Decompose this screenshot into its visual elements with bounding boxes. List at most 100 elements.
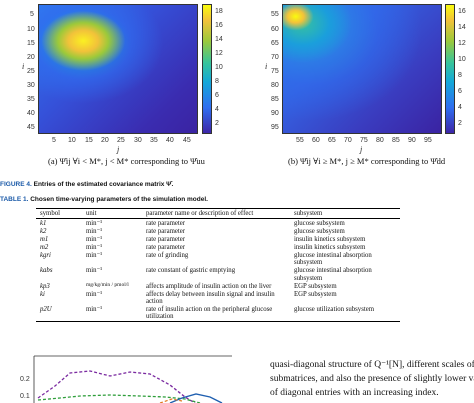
heatmap-right-colorbar [445,4,455,134]
cell-symbol: ki [40,290,45,298]
cell-description: rate parameter [146,244,186,251]
colorbar-tick: 6 [215,92,219,99]
y-tick: 40 [27,110,35,117]
x-tick: 95 [424,137,432,144]
table-row: m1 min⁻¹ rate parameter insulin kinetics… [36,235,400,243]
table-header-row: symbol unit parameter name or descriptio… [36,207,400,220]
cell-description: rate parameter [146,235,186,243]
colorbar-tick: 4 [215,106,219,113]
heatmap-left-y-label: i [22,62,25,71]
x-tick: 10 [68,137,76,144]
x-tick: 45 [183,137,191,144]
heatmap-left: i 5 10 15 20 25 30 35 40 45 5 10 15 20 2… [0,0,237,154]
cell-description: rate parameter [146,219,186,227]
cell-symbol: p2U [36,305,82,322]
y-tick: 35 [27,96,35,103]
cell-symbol: k1 [40,219,47,227]
heatmap-right-x-label: j [360,145,363,154]
y-tick: 5 [30,11,34,18]
table-caption: TABLE 1. Chosen time-varying parameters … [0,196,208,203]
heatmap-right: i 55 60 65 70 75 80 85 90 95 55 60 65 70… [237,0,474,154]
y-tick: 65 [271,40,279,47]
colorbar-tick: 10 [458,56,466,63]
body-text-line: of diagonal entries with an increasing i… [270,388,439,398]
cell-symbol: k2 [40,227,47,235]
table-label: TABLE 1. [0,196,29,203]
y-tick: 60 [271,26,279,33]
cell-description: affects amplitude of insulin action on t… [146,282,272,290]
cell-subsystem: glucose subsystem [294,227,345,235]
heatmap-left-x-label: j [117,145,120,154]
x-tick: 65 [328,137,336,144]
figure-caption-text: Entries of the estimated covariance matr… [33,181,174,188]
subfigure-caption-b: (b) Ψ̂ij ∀i ≥ M*, j ≥ M* corresponding t… [288,156,446,166]
x-tick: 20 [101,137,109,144]
figure-caption: FIGURE 4. Entries of the estimated covar… [0,181,173,188]
x-tick: 75 [360,137,368,144]
body-text-line: quasi-diagonal structure of Q⁻¹[N], diff… [270,360,474,370]
x-tick: 25 [117,137,125,144]
colorbar-tick: 2 [458,120,462,127]
x-tick: 70 [344,137,352,144]
x-tick: 60 [312,137,320,144]
cell-subsystem: glucose subsystem [294,219,345,227]
y-tick: 15 [27,40,35,47]
x-tick: 40 [166,137,174,144]
cell-subsystem: EGP subsystem [294,290,337,298]
colorbar-tick: 10 [215,64,223,71]
purple-dashed-series [37,370,196,403]
header-unit: unit [82,207,142,220]
header-symbol: symbol [36,207,82,220]
table-caption-text: Chosen time-varying parameters of the si… [30,196,208,203]
x-tick: 55 [296,137,304,144]
header-subsystem: subsystem [290,207,400,220]
cell-unit: min⁻¹ [86,252,103,260]
cell-symbol: kp3 [40,282,50,290]
body-text: quasi-diagonal structure of Q⁻¹[N], diff… [270,358,474,403]
cell-unit: min⁻¹ [86,244,103,251]
cell-subsystem: glucose intestinal absorption subsystem [294,267,372,282]
colorbar-tick: 4 [458,104,462,111]
cell-unit: min⁻¹ [86,219,103,227]
y-tick: 0.1 [20,393,30,400]
cell-subsystem: insulin kinetics subsystem [294,235,366,243]
cell-unit: min⁻¹ [86,267,103,275]
cell-subsystem: insulin kinetics subsystem [294,244,366,251]
colorbar-tick: 8 [458,72,462,79]
colorbar-tick: 14 [458,24,466,31]
cell-unit: min⁻¹ [86,235,103,243]
colorbar-tick: 16 [458,8,466,15]
heatmap-right-y-label: i [265,62,268,71]
cell-subsystem: glucose intestinal absorption subsystem [294,252,372,267]
x-tick: 30 [134,137,142,144]
cell-subsystem: EGP subsystem [294,282,337,290]
heatmap-left-colorbar [202,4,212,134]
heatmap-right-plot [282,4,442,134]
x-tick: 5 [52,137,56,144]
cell-unit: min⁻¹ [82,305,142,322]
colorbar-tick: 6 [458,88,462,95]
table-row: k2 min⁻¹ rate parameter glucose subsyste… [36,227,400,235]
bottom-plot-svg [33,355,232,403]
x-tick: 35 [150,137,158,144]
cell-subsystem: glucose utilization subsystem [290,305,400,322]
y-tick: 20 [27,54,35,61]
orange-dashed-series [159,398,183,403]
table-row: p2U min⁻¹ rate of insulin action on the … [36,305,400,322]
cell-description: rate constant of gastric emptying [146,267,236,275]
y-tick: 25 [27,68,35,75]
subfigure-caption-a: (a) Ψ̂ij ∀i < M*, j < M* corresponding t… [48,156,205,166]
y-tick: 10 [27,26,35,33]
colorbar-tick: 12 [458,40,466,47]
x-tick: 90 [408,137,416,144]
cell-symbol: kgri [40,252,51,260]
header-description: parameter name or description of effect [142,207,290,220]
colorbar-tick: 12 [215,50,223,57]
table-row: m2 min⁻¹ rate parameter insulin kinetics… [36,244,400,252]
y-tick: 90 [271,110,279,117]
cell-symbol: m2 [40,244,49,251]
heatmap-left-plot [38,4,198,134]
colorbar-tick: 14 [215,36,223,43]
y-tick: 45 [27,124,35,131]
cell-description: rate parameter [146,227,186,235]
